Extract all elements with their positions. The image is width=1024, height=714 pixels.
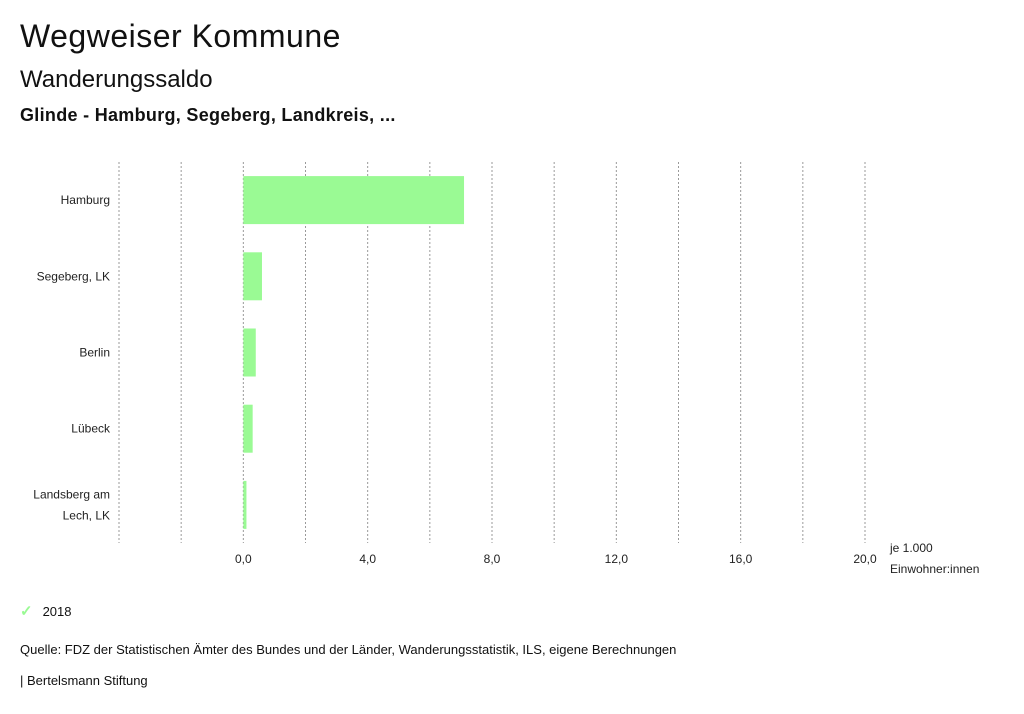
bar bbox=[243, 404, 253, 453]
bar bbox=[243, 252, 262, 301]
chart-title: Wegweiser Kommune bbox=[20, 18, 341, 54]
x-tick-label: 16,0 bbox=[729, 552, 753, 566]
x-tick-label: 8,0 bbox=[484, 552, 501, 566]
check-icon: ✓ bbox=[20, 603, 33, 620]
bar-chart: 0,0 4,0 8,0 12,0 16,0 20,0 je 1.000 Einwohner:i… bbox=[33, 162, 979, 576]
category-label: Lech, LK bbox=[63, 508, 110, 522]
category-label: Berlin bbox=[79, 346, 110, 360]
x-tick-label: 0,0 bbox=[235, 552, 252, 566]
chart-subtitle: Wanderungssaldo bbox=[20, 66, 213, 93]
source-note: Quelle: FDZ der Statistischen Ämter des … bbox=[20, 642, 677, 657]
bar bbox=[243, 176, 465, 225]
category-label: Segeberg, LK bbox=[37, 269, 110, 283]
x-unit-label: je 1.000 bbox=[889, 541, 933, 555]
category-label: Landsberg am bbox=[33, 487, 110, 501]
x-tick-label: 12,0 bbox=[605, 552, 629, 566]
legend-label-2018: 2018 bbox=[42, 603, 72, 619]
legend[interactable]: ✓ 2018 bbox=[20, 602, 72, 620]
x-unit-label: Einwohner:innen bbox=[890, 562, 979, 576]
x-tick-label: 4,0 bbox=[359, 552, 376, 566]
bar bbox=[243, 480, 247, 529]
brand-note: | Bertelsmann Stiftung bbox=[20, 673, 148, 688]
category-label: Hamburg bbox=[61, 193, 110, 207]
category-label: Lübeck bbox=[71, 422, 111, 436]
bar bbox=[243, 328, 256, 377]
x-tick-label: 20,0 bbox=[853, 552, 877, 566]
chart-region-subtitle: Glinde - Hamburg, Segeberg, Landkreis, .… bbox=[20, 105, 396, 125]
